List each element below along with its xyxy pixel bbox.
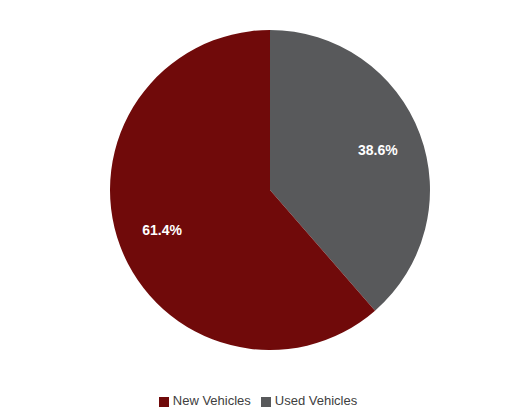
html-text:New Vehicles: New Vehicles: [172, 393, 251, 408]
svg-text:61.4%: 61.4%: [142, 222, 182, 238]
html-text:Used Vehicles: Used Vehicles: [274, 393, 358, 408]
svg-text:38.6%: 38.6%: [358, 142, 398, 158]
